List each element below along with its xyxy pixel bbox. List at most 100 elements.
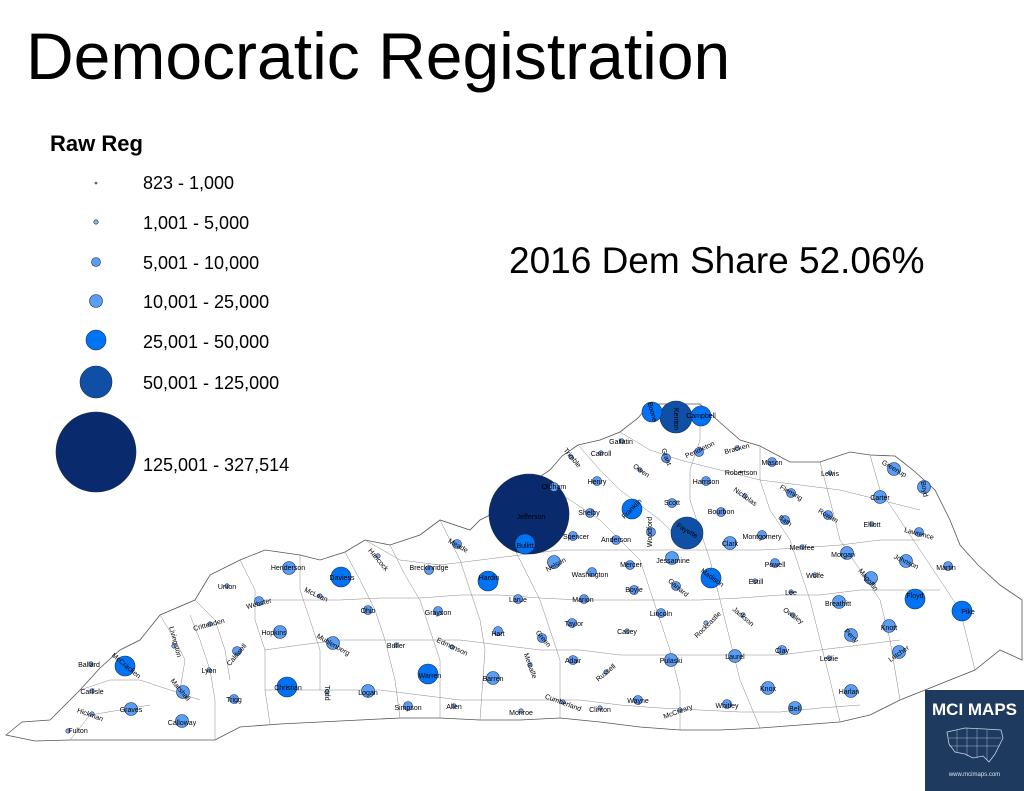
county-symbol-estill — [752, 578, 758, 584]
county-symbol-harlan — [844, 684, 858, 698]
county-label-monroe: Monroe — [509, 710, 533, 717]
county-label-marion: Marion — [572, 597, 594, 604]
county-label-calloway: Calloway — [168, 720, 197, 727]
county-label-ballard: Ballard — [78, 662, 100, 669]
county-symbol-robertson — [739, 470, 743, 474]
county-symbol-whitley — [722, 699, 732, 709]
county-symbol-martin — [943, 561, 953, 571]
logo-text: MCI MAPS — [932, 700, 1017, 719]
county-symbol-caldwell — [232, 646, 242, 656]
county-symbol-clark — [723, 536, 737, 550]
county-label-whitley: Whitley — [716, 703, 739, 710]
county-label-hardin: Hardin — [479, 575, 500, 582]
county-label-montgomery: Montgomery — [743, 534, 782, 541]
county-symbol-johnson — [899, 554, 913, 568]
county-symbol-nicholas — [742, 493, 748, 499]
county-label-carlisle: Carlisle — [80, 689, 103, 696]
county-symbol-daviess — [330, 566, 352, 588]
county-symbol-nelson — [547, 555, 561, 569]
us-map-icon — [946, 727, 1004, 763]
legend-symbol-class-2 — [91, 257, 101, 267]
county-symbol-spencer — [568, 531, 578, 541]
county-label-harrison: Harrison — [693, 479, 720, 486]
county-symbol-mccracken — [114, 655, 136, 677]
county-symbol-christian — [276, 676, 298, 698]
county-symbol-mason — [767, 457, 777, 467]
county-label-lewis: Lewis — [821, 471, 839, 478]
county-label-union: Union — [218, 584, 236, 591]
county-symbol-taylor — [567, 618, 577, 628]
county-symbol-ballard — [88, 661, 94, 667]
legend-label-class-3: 10,001 - 25,000 — [143, 292, 270, 312]
county-symbol-lee — [788, 589, 794, 595]
county-symbol-grant — [661, 453, 671, 463]
county-symbol-butler — [393, 642, 399, 648]
county-symbol-logan — [361, 684, 375, 698]
legend-label-class-6: 125,001 - 327,514 — [143, 455, 290, 475]
mci-maps-logo: MCI MAPS www.mcimaps.com — [925, 690, 1024, 791]
county-label-knott: Knott — [881, 625, 897, 632]
state-outline — [5, 403, 1023, 742]
legend-label-class-1: 1,001 - 5,000 — [143, 213, 250, 233]
county-symbol-casey — [624, 628, 630, 634]
county-symbol-wayne — [633, 695, 643, 705]
county-label-barren: Barren — [482, 676, 503, 683]
county-symbol-clinton — [597, 705, 603, 711]
legend-symbol-class-1 — [93, 219, 99, 225]
county-symbol-woodford — [646, 527, 656, 537]
county-label-leslie: Leslie — [820, 656, 838, 663]
county-symbol-carlisle — [89, 688, 95, 694]
legend-symbols — [55, 181, 137, 493]
county-symbol-washington — [587, 567, 597, 577]
county-symbol-grayson — [433, 606, 443, 616]
county-symbol-meade — [452, 539, 462, 549]
county-symbol-adair — [568, 655, 578, 665]
county-symbol-menifee — [799, 544, 805, 550]
legend-symbol-class-0 — [94, 181, 98, 185]
county-symbol-floyd — [904, 588, 926, 610]
county-symbol-owsley — [790, 612, 796, 618]
county-label-mason: Mason — [761, 460, 782, 467]
county-symbol-monroe — [518, 708, 524, 714]
county-symbol-simpson — [403, 701, 413, 711]
county-symbol-allen — [451, 703, 457, 709]
county-label-morgan: Morgan — [831, 552, 855, 559]
county-label-menifee: Menifee — [790, 545, 815, 552]
county-label-knox: Knox — [760, 686, 776, 693]
county-symbol-fleming — [786, 488, 796, 498]
county-symbol-mclean — [317, 593, 323, 599]
county-label-wayne: Wayne — [627, 698, 649, 705]
county-symbol-scott — [667, 498, 677, 508]
county-label-fulton: Fulton — [68, 728, 88, 735]
county-label-laurel: Laurel — [725, 654, 745, 661]
county-symbol-campbell — [690, 405, 712, 427]
county-symbol-jefferson — [488, 473, 570, 555]
county-symbol-clay — [777, 645, 787, 655]
county-symbol-powell — [770, 558, 780, 568]
county-label-powell: Powell — [765, 562, 786, 569]
county-symbol-montgomery — [757, 530, 767, 540]
county-label-lincoln: Lincoln — [650, 611, 672, 618]
county-symbol-lewis — [827, 470, 833, 476]
county-label-graves: Graves — [120, 707, 143, 714]
county-symbol-fayette — [670, 516, 704, 550]
legend-label-class-2: 5,001 - 10,000 — [143, 253, 260, 273]
legend-symbol-class-4 — [85, 329, 107, 351]
county-label-kenton: Kenton — [672, 408, 679, 430]
county-label-martin: Martin — [936, 565, 956, 572]
county-symbol-warren — [417, 663, 439, 685]
county-symbol-lawrence — [914, 527, 924, 537]
county-symbol-shelby — [585, 508, 595, 518]
county-label-jefferson: Jefferson — [517, 514, 546, 521]
county-symbol-graves — [124, 702, 138, 716]
county-symbol-marshall — [176, 685, 190, 699]
county-symbol-barren — [486, 671, 500, 685]
county-label-lyon: Lyon — [202, 668, 217, 675]
legend-symbol-class-6 — [55, 411, 137, 493]
county-label-christian: Christian — [274, 685, 302, 692]
county-label-simpson: Simpson — [394, 705, 421, 712]
county-symbol-perry — [844, 628, 858, 642]
county-symbol-trigg — [229, 694, 239, 704]
county-label-pulaski: Pulaski — [660, 658, 683, 665]
